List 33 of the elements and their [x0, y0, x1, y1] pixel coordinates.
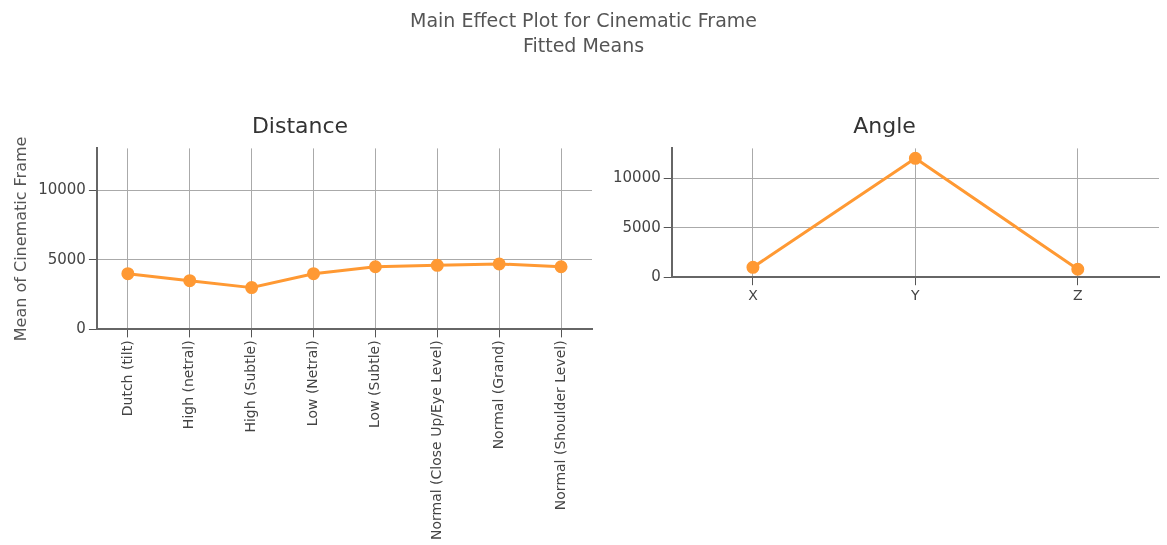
point — [492, 257, 506, 271]
x-tick-label: Low (Netral) — [304, 340, 321, 427]
chart-title: Angle — [853, 112, 916, 138]
point — [430, 258, 444, 272]
point — [746, 260, 760, 274]
point — [183, 274, 197, 288]
y-tick-label: 10000 — [38, 180, 86, 199]
point — [554, 260, 568, 274]
x-tick-label: Low (Subtle) — [366, 340, 383, 428]
text: Fitted Means — [521, 33, 646, 58]
y-tick-label: 5000 — [47, 249, 86, 268]
point — [245, 281, 259, 295]
y-axis-title: Mean of Cinematic Frame — [10, 136, 30, 342]
x-tick-label: Z — [1072, 287, 1083, 304]
x-tick-label: X — [748, 287, 759, 304]
point — [368, 260, 382, 274]
point — [908, 151, 922, 165]
x-tick-label: High (Subtle) — [242, 340, 259, 433]
point — [1071, 262, 1085, 276]
x-tick-label: High (netral) — [180, 340, 197, 430]
text: Main Effect Plot for Cinematic Frame — [409, 8, 758, 33]
y-tick-label: 0 — [76, 319, 86, 338]
x-tick-label: Normal (Shoulder Level) — [551, 340, 568, 511]
x-tick-label: Normal (Close Up/Eye Level) — [427, 340, 444, 541]
y-tick-label: 0 — [651, 267, 661, 286]
point — [121, 267, 135, 281]
chart-title: Distance — [251, 112, 349, 138]
y-tick-label: 5000 — [622, 217, 661, 236]
y-tick-label: 10000 — [613, 168, 661, 187]
x-tick-label: Normal (Grand) — [489, 340, 506, 450]
point — [307, 267, 321, 281]
x-tick-label: Y — [910, 287, 921, 304]
x-tick-label: Dutch (tilt) — [118, 340, 135, 417]
